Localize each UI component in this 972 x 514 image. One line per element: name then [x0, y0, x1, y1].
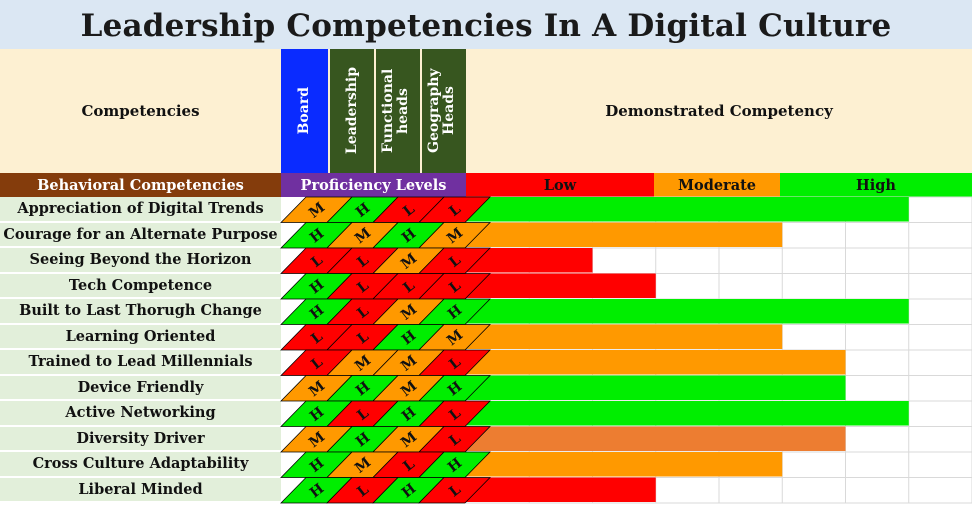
row-label: Device Friendly	[0, 375, 281, 401]
row-label: Cross Culture Adaptability	[0, 452, 281, 478]
competency-bar	[466, 299, 909, 324]
competency-bar	[466, 197, 909, 222]
header-band	[0, 49, 972, 173]
row-label: Built to Last Thorugh Change	[0, 299, 281, 325]
column-header-functional: Functional heads	[376, 49, 420, 173]
row-label: Learning Oriented	[0, 324, 281, 350]
row-label: Courage for an Alternate Purpose	[0, 222, 281, 248]
row-label: Appreciation of Digital Trends	[0, 197, 281, 223]
column-header-geography: Geography Heads	[422, 49, 466, 173]
row-label: Active Networking	[0, 401, 281, 427]
column-header-board: Board	[281, 49, 328, 173]
competency-bar	[466, 401, 909, 426]
competency-bar	[466, 350, 846, 375]
demonstrated-header: Demonstrated Competency	[605, 102, 833, 120]
behavioral-header: Behavioral Competencies	[0, 173, 281, 197]
column-header-leadership: Leadership	[330, 49, 374, 173]
competency-bar	[466, 477, 656, 502]
row-label: Seeing Beyond the Horizon	[0, 248, 281, 274]
row-label: Trained to Lead Millennials	[0, 350, 281, 376]
row-label: Liberal Minded	[0, 477, 281, 503]
competencies-header: Competencies	[81, 102, 200, 120]
competency-bar	[466, 375, 846, 400]
row-label: Diversity Driver	[0, 426, 281, 452]
competency-bar	[466, 222, 783, 247]
competency-bar	[466, 452, 783, 477]
rating-cell	[418, 477, 491, 504]
row-label: Tech Competence	[0, 273, 281, 299]
competency-bar	[466, 273, 656, 298]
level-header-low: Low	[466, 173, 654, 197]
competency-bar	[466, 324, 783, 349]
chart-title: Leadership Competencies In A Digital Cul…	[0, 0, 972, 49]
level-header-moderate: Moderate	[654, 173, 780, 197]
level-header-high: High	[780, 173, 972, 197]
competency-bar	[466, 248, 593, 273]
competency-bar	[466, 426, 846, 451]
proficiency-header: Proficiency Levels	[281, 173, 466, 197]
